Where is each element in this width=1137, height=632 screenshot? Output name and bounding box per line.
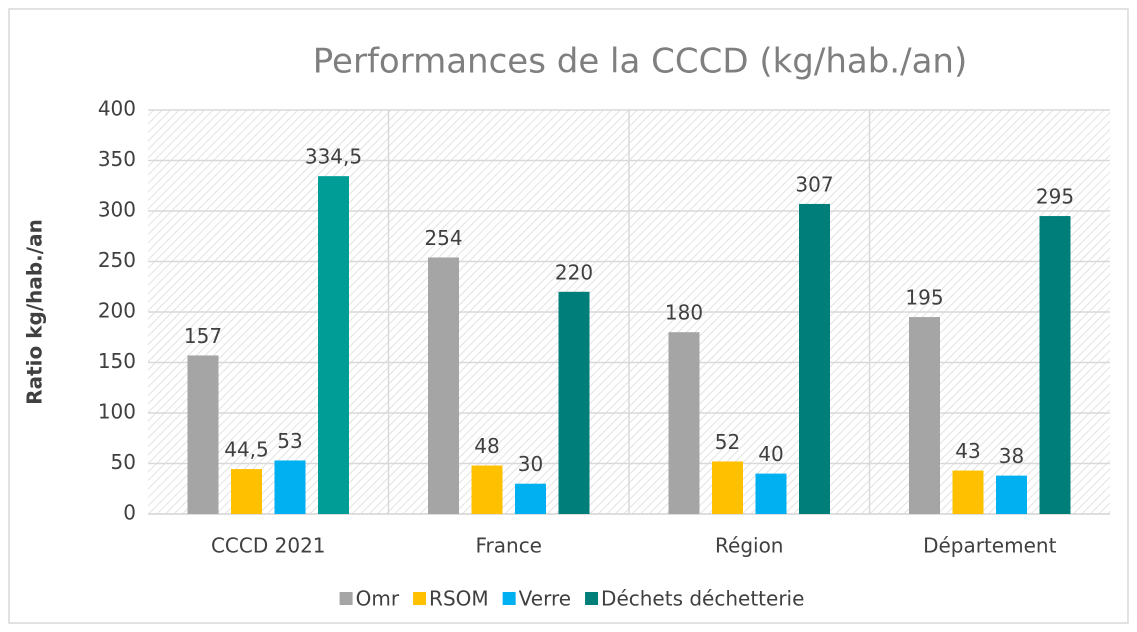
value-label: 38	[999, 444, 1024, 468]
bar	[318, 176, 349, 514]
y-tick-label: 50	[111, 450, 136, 474]
bar	[515, 483, 546, 514]
value-label: 157	[184, 324, 222, 348]
bar	[1039, 216, 1071, 515]
bar	[471, 465, 503, 514]
value-label: 53	[277, 429, 302, 453]
x-tick-label: Département	[923, 534, 1056, 558]
y-tick-label: 400	[98, 97, 136, 121]
value-label: 180	[665, 301, 703, 325]
y-tick-label: 150	[98, 349, 136, 373]
value-label: 43	[955, 439, 980, 463]
x-tick-label: France	[475, 534, 542, 558]
value-label: 307	[795, 172, 833, 196]
y-tick-label: 250	[98, 248, 136, 272]
bar	[231, 469, 262, 514]
bar	[187, 355, 219, 514]
value-label: 40	[758, 442, 783, 466]
y-tick-label: 350	[98, 147, 136, 171]
bar	[952, 470, 984, 514]
value-label: 295	[1036, 185, 1074, 209]
y-tick-label: 300	[98, 198, 136, 222]
value-label: 220	[555, 260, 593, 284]
y-tick-label: 200	[98, 299, 136, 323]
value-label: 44,5	[224, 438, 269, 462]
value-label: 48	[474, 434, 499, 458]
bar	[996, 475, 1027, 514]
y-tick-label: 100	[98, 400, 136, 424]
bar	[668, 332, 700, 514]
legend-swatch	[339, 592, 353, 605]
legend-label: Déchets déchetterie	[601, 587, 804, 611]
legend-label: Omr	[356, 587, 400, 611]
x-tick-label: Région	[715, 534, 783, 558]
legend-label: RSOM	[429, 587, 489, 611]
value-label: 52	[715, 430, 740, 454]
bar	[274, 460, 306, 514]
x-tick-label: CCCD 2021	[211, 534, 326, 558]
legend-swatch	[413, 592, 427, 605]
value-label: 334,5	[305, 145, 362, 169]
bar	[755, 473, 787, 514]
bar	[558, 291, 590, 514]
bar	[909, 317, 940, 514]
value-label: 30	[518, 452, 543, 476]
legend-swatch	[585, 592, 599, 605]
legend-swatch	[502, 592, 516, 605]
value-label: 254	[424, 226, 462, 250]
y-tick-label: 0	[123, 501, 136, 525]
bar	[428, 257, 459, 514]
y-axis-label: Ratio kg/hab./an	[23, 219, 47, 405]
value-label: 195	[905, 286, 943, 310]
chart-title: Performances de la CCCD (kg/hab./an)	[313, 42, 967, 82]
legend-label: Verre	[519, 587, 571, 611]
bar	[799, 203, 830, 514]
bar	[712, 461, 743, 514]
